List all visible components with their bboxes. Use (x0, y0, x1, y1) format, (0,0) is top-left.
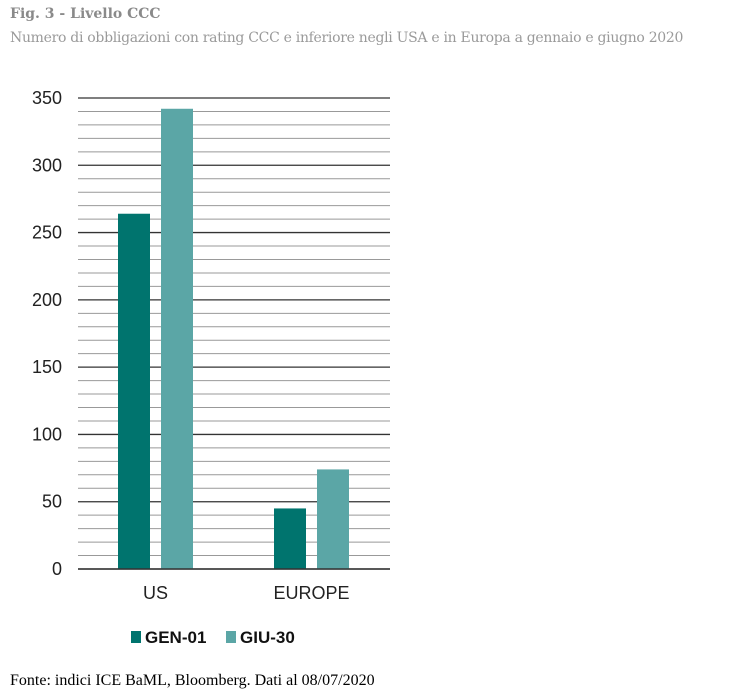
y-tick-label: 100 (32, 424, 62, 444)
bar-europe-giu-30 (317, 469, 349, 569)
y-tick-label: 50 (42, 492, 62, 512)
bar-us-giu-30 (161, 108, 193, 569)
y-tick-label: 0 (52, 559, 62, 579)
source-note: Fonte: indici ICE BaML, Bloomberg. Dati … (10, 672, 375, 689)
chart-subtitle: Numero di obbligazioni con rating CCC e … (10, 30, 684, 46)
y-tick-label: 300 (32, 155, 62, 175)
legend-label: GEN-01 (145, 628, 206, 647)
legend-swatch (131, 631, 141, 643)
bar-europe-gen-01 (274, 508, 306, 569)
legend-swatch (226, 631, 236, 643)
x-tick-label: US (143, 583, 168, 603)
legend-label: GIU-30 (240, 628, 295, 647)
y-tick-label: 350 (32, 88, 62, 108)
y-tick-label: 200 (32, 290, 62, 310)
x-tick-label: EUROPE (273, 583, 349, 603)
y-tick-label: 250 (32, 223, 62, 243)
y-tick-label: 150 (32, 357, 62, 377)
bar-us-gen-01 (118, 213, 150, 569)
chart-title: Fig. 3 - Livello CCC (10, 6, 161, 22)
